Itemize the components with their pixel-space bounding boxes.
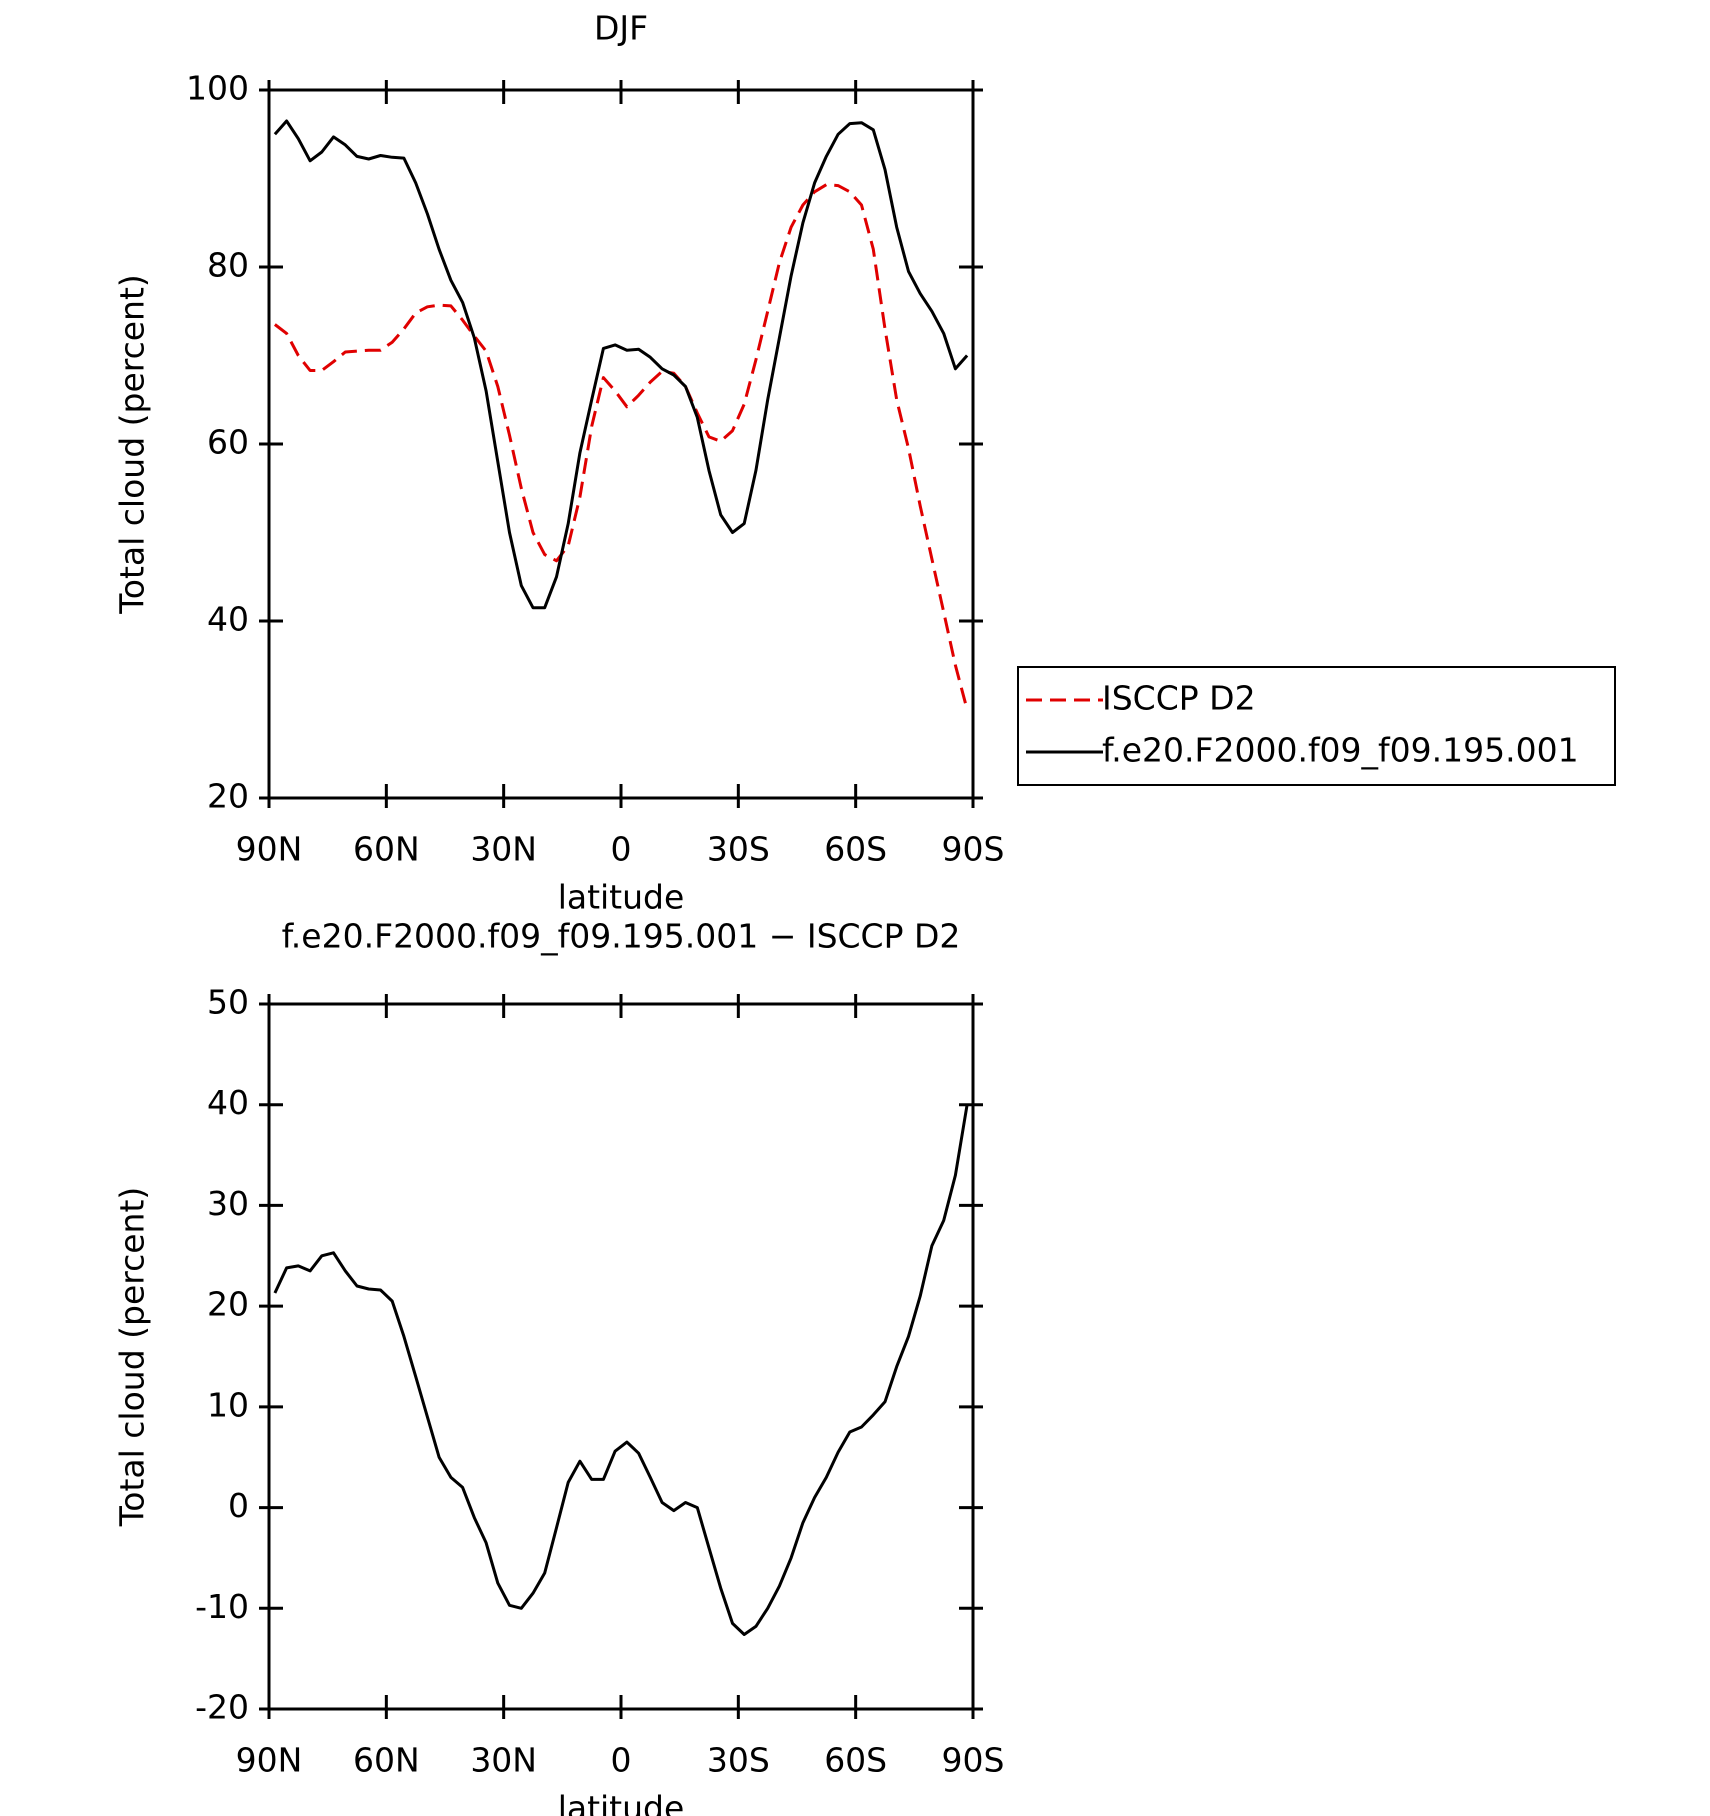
x-tick-label: 30N xyxy=(470,830,537,869)
y-tick-label: 60 xyxy=(207,423,249,462)
x-tick-label: 90N xyxy=(236,830,303,869)
y-tick-label: 80 xyxy=(207,246,249,285)
y-axis-label: Total cloud (percent) xyxy=(113,1187,152,1528)
x-tick-label: 60N xyxy=(353,1741,420,1780)
plot-frame xyxy=(267,1002,975,1711)
x-tick-label: 90S xyxy=(942,830,1005,869)
x-tick-label: 90S xyxy=(942,1741,1005,1780)
chart-title: f.e20.F2000.f09_f09.195.001 − ISCCP D2 xyxy=(282,917,961,956)
x-tick-label: 0 xyxy=(611,1741,632,1780)
y-tick-label: 20 xyxy=(207,1285,249,1324)
series-line xyxy=(273,119,969,610)
x-tick-label: 60S xyxy=(824,830,887,869)
legend-label: f.e20.F2000.f09_f09.195.001 xyxy=(1102,731,1579,770)
y-tick-label: 10 xyxy=(207,1385,249,1424)
legend-box xyxy=(1017,666,1616,786)
y-tick-label: 20 xyxy=(207,777,249,816)
y-tick-label: -20 xyxy=(195,1688,249,1727)
series-line xyxy=(273,183,969,710)
y-tick-label: 100 xyxy=(186,69,249,108)
x-tick-label: 30S xyxy=(707,830,770,869)
y-tick-label: -10 xyxy=(195,1587,249,1626)
x-tick-label: 90N xyxy=(236,1741,303,1780)
plot-frame xyxy=(267,88,975,800)
legend-label: ISCCP D2 xyxy=(1102,679,1256,718)
x-axis-label: latitude xyxy=(558,1789,685,1816)
x-tick-label: 60S xyxy=(824,1741,887,1780)
x-tick-label: 30S xyxy=(707,1741,770,1780)
y-tick-label: 0 xyxy=(228,1486,249,1525)
x-tick-label: 0 xyxy=(611,830,632,869)
y-tick-label: 50 xyxy=(207,983,249,1022)
x-tick-label: 60N xyxy=(353,830,420,869)
y-tick-label: 40 xyxy=(207,1083,249,1122)
x-tick-label: 30N xyxy=(470,1741,537,1780)
y-tick-label: 30 xyxy=(207,1184,249,1223)
y-axis-label: Total cloud (percent) xyxy=(113,274,152,615)
y-tick-label: 40 xyxy=(207,600,249,639)
chart-title: DJF xyxy=(594,9,648,48)
x-axis-label: latitude xyxy=(558,878,685,917)
series-line xyxy=(273,1104,969,1636)
